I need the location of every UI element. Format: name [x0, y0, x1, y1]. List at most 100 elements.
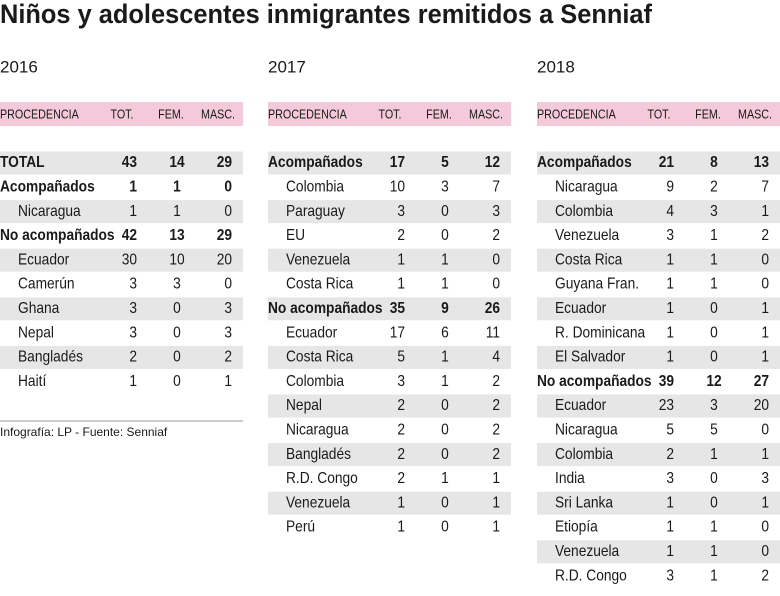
cell-value: 1 — [397, 275, 405, 293]
cell-value: 2 — [666, 445, 674, 463]
cell-value: 1 — [761, 299, 769, 317]
group-label: TOTAL — [0, 153, 45, 171]
cell-value: 0 — [441, 421, 449, 439]
row-stripe — [268, 200, 511, 224]
item-label: Ecuador — [555, 396, 606, 414]
cell-value: 3 — [129, 275, 137, 293]
item-label: Colombia — [555, 445, 614, 463]
cell-value: 20 — [217, 250, 232, 268]
cell-value: 3 — [666, 469, 674, 487]
cell-value: 1 — [129, 372, 137, 390]
item-label: R. Dominicana — [555, 323, 646, 341]
item-label: El Salvador — [555, 348, 625, 366]
cell-value: 1 — [397, 493, 405, 511]
column-header: TOT. — [378, 108, 401, 122]
cell-value: 1 — [441, 348, 449, 366]
cell-value: 0 — [441, 445, 449, 463]
cell-value: 1 — [173, 178, 181, 196]
cell-value: 0 — [710, 323, 718, 341]
cell-value: 23 — [659, 396, 674, 414]
cell-value: 4 — [492, 348, 500, 366]
cell-value: 3 — [224, 323, 232, 341]
header-band — [0, 102, 243, 126]
cell-value: 2 — [761, 566, 769, 584]
cell-value: 26 — [485, 299, 500, 317]
column-header: PROCEDENCIA — [0, 108, 79, 122]
item-label: Nicaragua — [286, 421, 349, 439]
cell-value: 9 — [666, 178, 674, 196]
row-stripe — [537, 443, 780, 467]
row-stripe — [268, 297, 511, 321]
cell-value: 1 — [397, 250, 405, 268]
column-header: TOT. — [647, 108, 670, 122]
cell-value: 17 — [390, 153, 405, 171]
cell-value: 1 — [761, 493, 769, 511]
cell-value: 13 — [169, 226, 184, 244]
cell-value: 1 — [129, 178, 137, 196]
item-label: Costa Rica — [555, 250, 623, 268]
cell-value: 9 — [441, 299, 449, 317]
column-header: MASC. — [738, 108, 772, 122]
cell-value: 0 — [710, 348, 718, 366]
cell-value: 35 — [390, 299, 405, 317]
item-label: Nicaragua — [555, 421, 618, 439]
cell-value: 3 — [666, 566, 674, 584]
cell-value: 10 — [390, 178, 405, 196]
row-stripe — [268, 443, 511, 467]
header-band — [537, 102, 780, 126]
item-label: Ecuador — [18, 250, 69, 268]
cell-value: 1 — [761, 202, 769, 220]
item-label: Nicaragua — [555, 178, 618, 196]
cell-value: 2 — [397, 469, 405, 487]
cell-value: 8 — [710, 153, 718, 171]
row-stripe — [537, 297, 780, 321]
cell-value: 3 — [129, 299, 137, 317]
row-stripe — [537, 248, 780, 272]
item-label: Sri Lanka — [555, 493, 614, 511]
footer: Infografía: LP - Fuente: Senniaf — [0, 425, 168, 439]
row-stripe — [268, 151, 511, 175]
cell-value: 1 — [441, 469, 449, 487]
group-label: Acompañados — [268, 153, 363, 171]
item-label: Venezuela — [555, 226, 620, 244]
title: Niños y adolescentes inmigrantes remitid… — [0, 0, 653, 29]
cell-value: 0 — [492, 250, 500, 268]
cell-value: 2 — [224, 348, 232, 366]
cell-value: 2 — [397, 226, 405, 244]
cell-value: 3 — [224, 299, 232, 317]
cell-value: 1 — [666, 299, 674, 317]
cell-value: 1 — [441, 250, 449, 268]
cell-value: 1 — [666, 518, 674, 536]
cell-value: 14 — [169, 153, 185, 171]
item-label: Venezuela — [286, 250, 351, 268]
cell-value: 1 — [492, 469, 500, 487]
cell-value: 4 — [666, 202, 674, 220]
cell-value: 1 — [129, 202, 137, 220]
group-label: No acompañados — [268, 299, 383, 317]
cell-value: 1 — [441, 275, 449, 293]
column-header: FEM. — [158, 108, 184, 122]
group-label: No acompañados — [0, 226, 115, 244]
cell-value: 1 — [224, 372, 232, 390]
row-stripe — [537, 345, 780, 369]
cell-value: 1 — [710, 566, 718, 584]
cell-value: 1 — [761, 445, 769, 463]
cell-value: 5 — [397, 348, 405, 366]
cell-value: 0 — [224, 202, 232, 220]
cell-value: 3 — [129, 323, 137, 341]
cell-value: 42 — [122, 226, 137, 244]
row-stripe — [268, 248, 511, 272]
cell-value: 3 — [397, 202, 405, 220]
cell-value: 12 — [706, 372, 721, 390]
column-header: FEM. — [695, 108, 721, 122]
item-label: Bangladés — [18, 348, 83, 366]
cell-value: 3 — [441, 178, 449, 196]
item-label: Bangladés — [286, 445, 351, 463]
item-label: Camerún — [18, 275, 75, 293]
column-header: MASC. — [469, 108, 503, 122]
item-label: Ecuador — [286, 323, 337, 341]
cell-value: 3 — [397, 372, 405, 390]
row-stripe — [0, 200, 243, 224]
